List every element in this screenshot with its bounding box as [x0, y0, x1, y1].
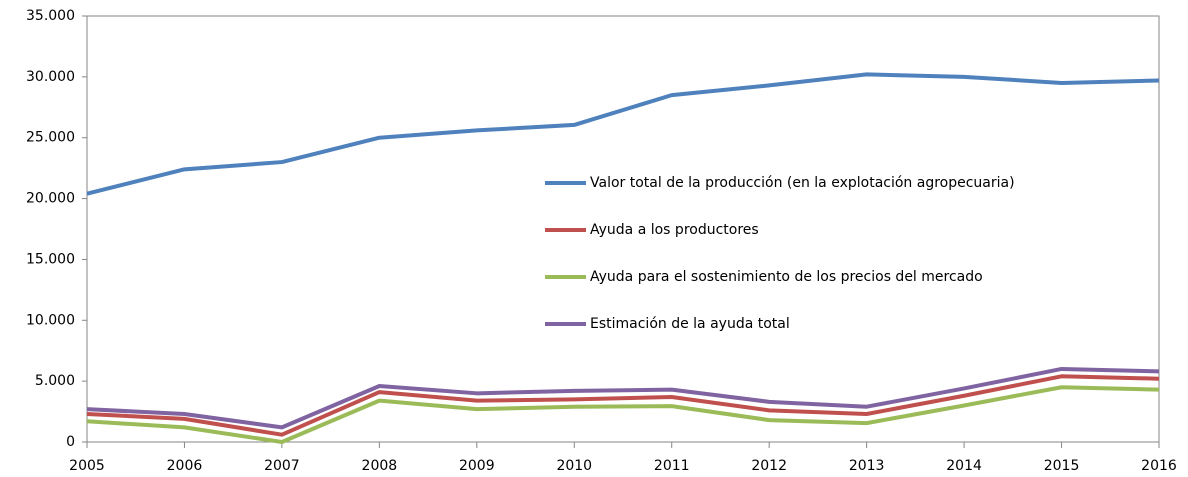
- x-tick-label: 2009: [459, 458, 495, 474]
- x-tick-label: 2015: [1044, 458, 1080, 474]
- legend-label: Estimación de la ayuda total: [590, 316, 790, 332]
- x-tick-label: 2008: [362, 458, 398, 474]
- series-line: [86, 374, 1160, 437]
- legend-label: Valor total de la producción (en la expl…: [590, 175, 1015, 191]
- legend-label: Ayuda para el sostenimiento de los preci…: [590, 269, 983, 285]
- x-tick-label: 2007: [264, 458, 300, 474]
- y-tick-label: 30.000: [26, 69, 75, 85]
- y-tick-label: 25.000: [26, 130, 75, 146]
- y-tick-label: 35.000: [26, 8, 75, 24]
- legend-label: Ayuda a los productores: [590, 222, 759, 238]
- x-tick-label: 2014: [946, 458, 982, 474]
- y-tick-label: 15.000: [26, 251, 75, 267]
- x-tick-label: 2005: [69, 458, 105, 474]
- x-tick-label: 2010: [556, 458, 592, 474]
- series-line: [86, 385, 1160, 444]
- x-tick-label: 2016: [1141, 458, 1177, 474]
- y-tick-label: 5.000: [35, 373, 75, 389]
- x-tick-label: 2006: [167, 458, 203, 474]
- x-tick-label: 2013: [849, 458, 885, 474]
- x-tick-label: 2011: [654, 458, 690, 474]
- y-tick-label: 0: [66, 434, 75, 450]
- x-tick-label: 2012: [751, 458, 787, 474]
- series-line: [86, 366, 1160, 430]
- series-line: [86, 72, 1160, 196]
- y-tick-label: 10.000: [26, 312, 75, 328]
- plot-frame: [86, 15, 1160, 443]
- y-tick-label: 20.000: [26, 191, 75, 207]
